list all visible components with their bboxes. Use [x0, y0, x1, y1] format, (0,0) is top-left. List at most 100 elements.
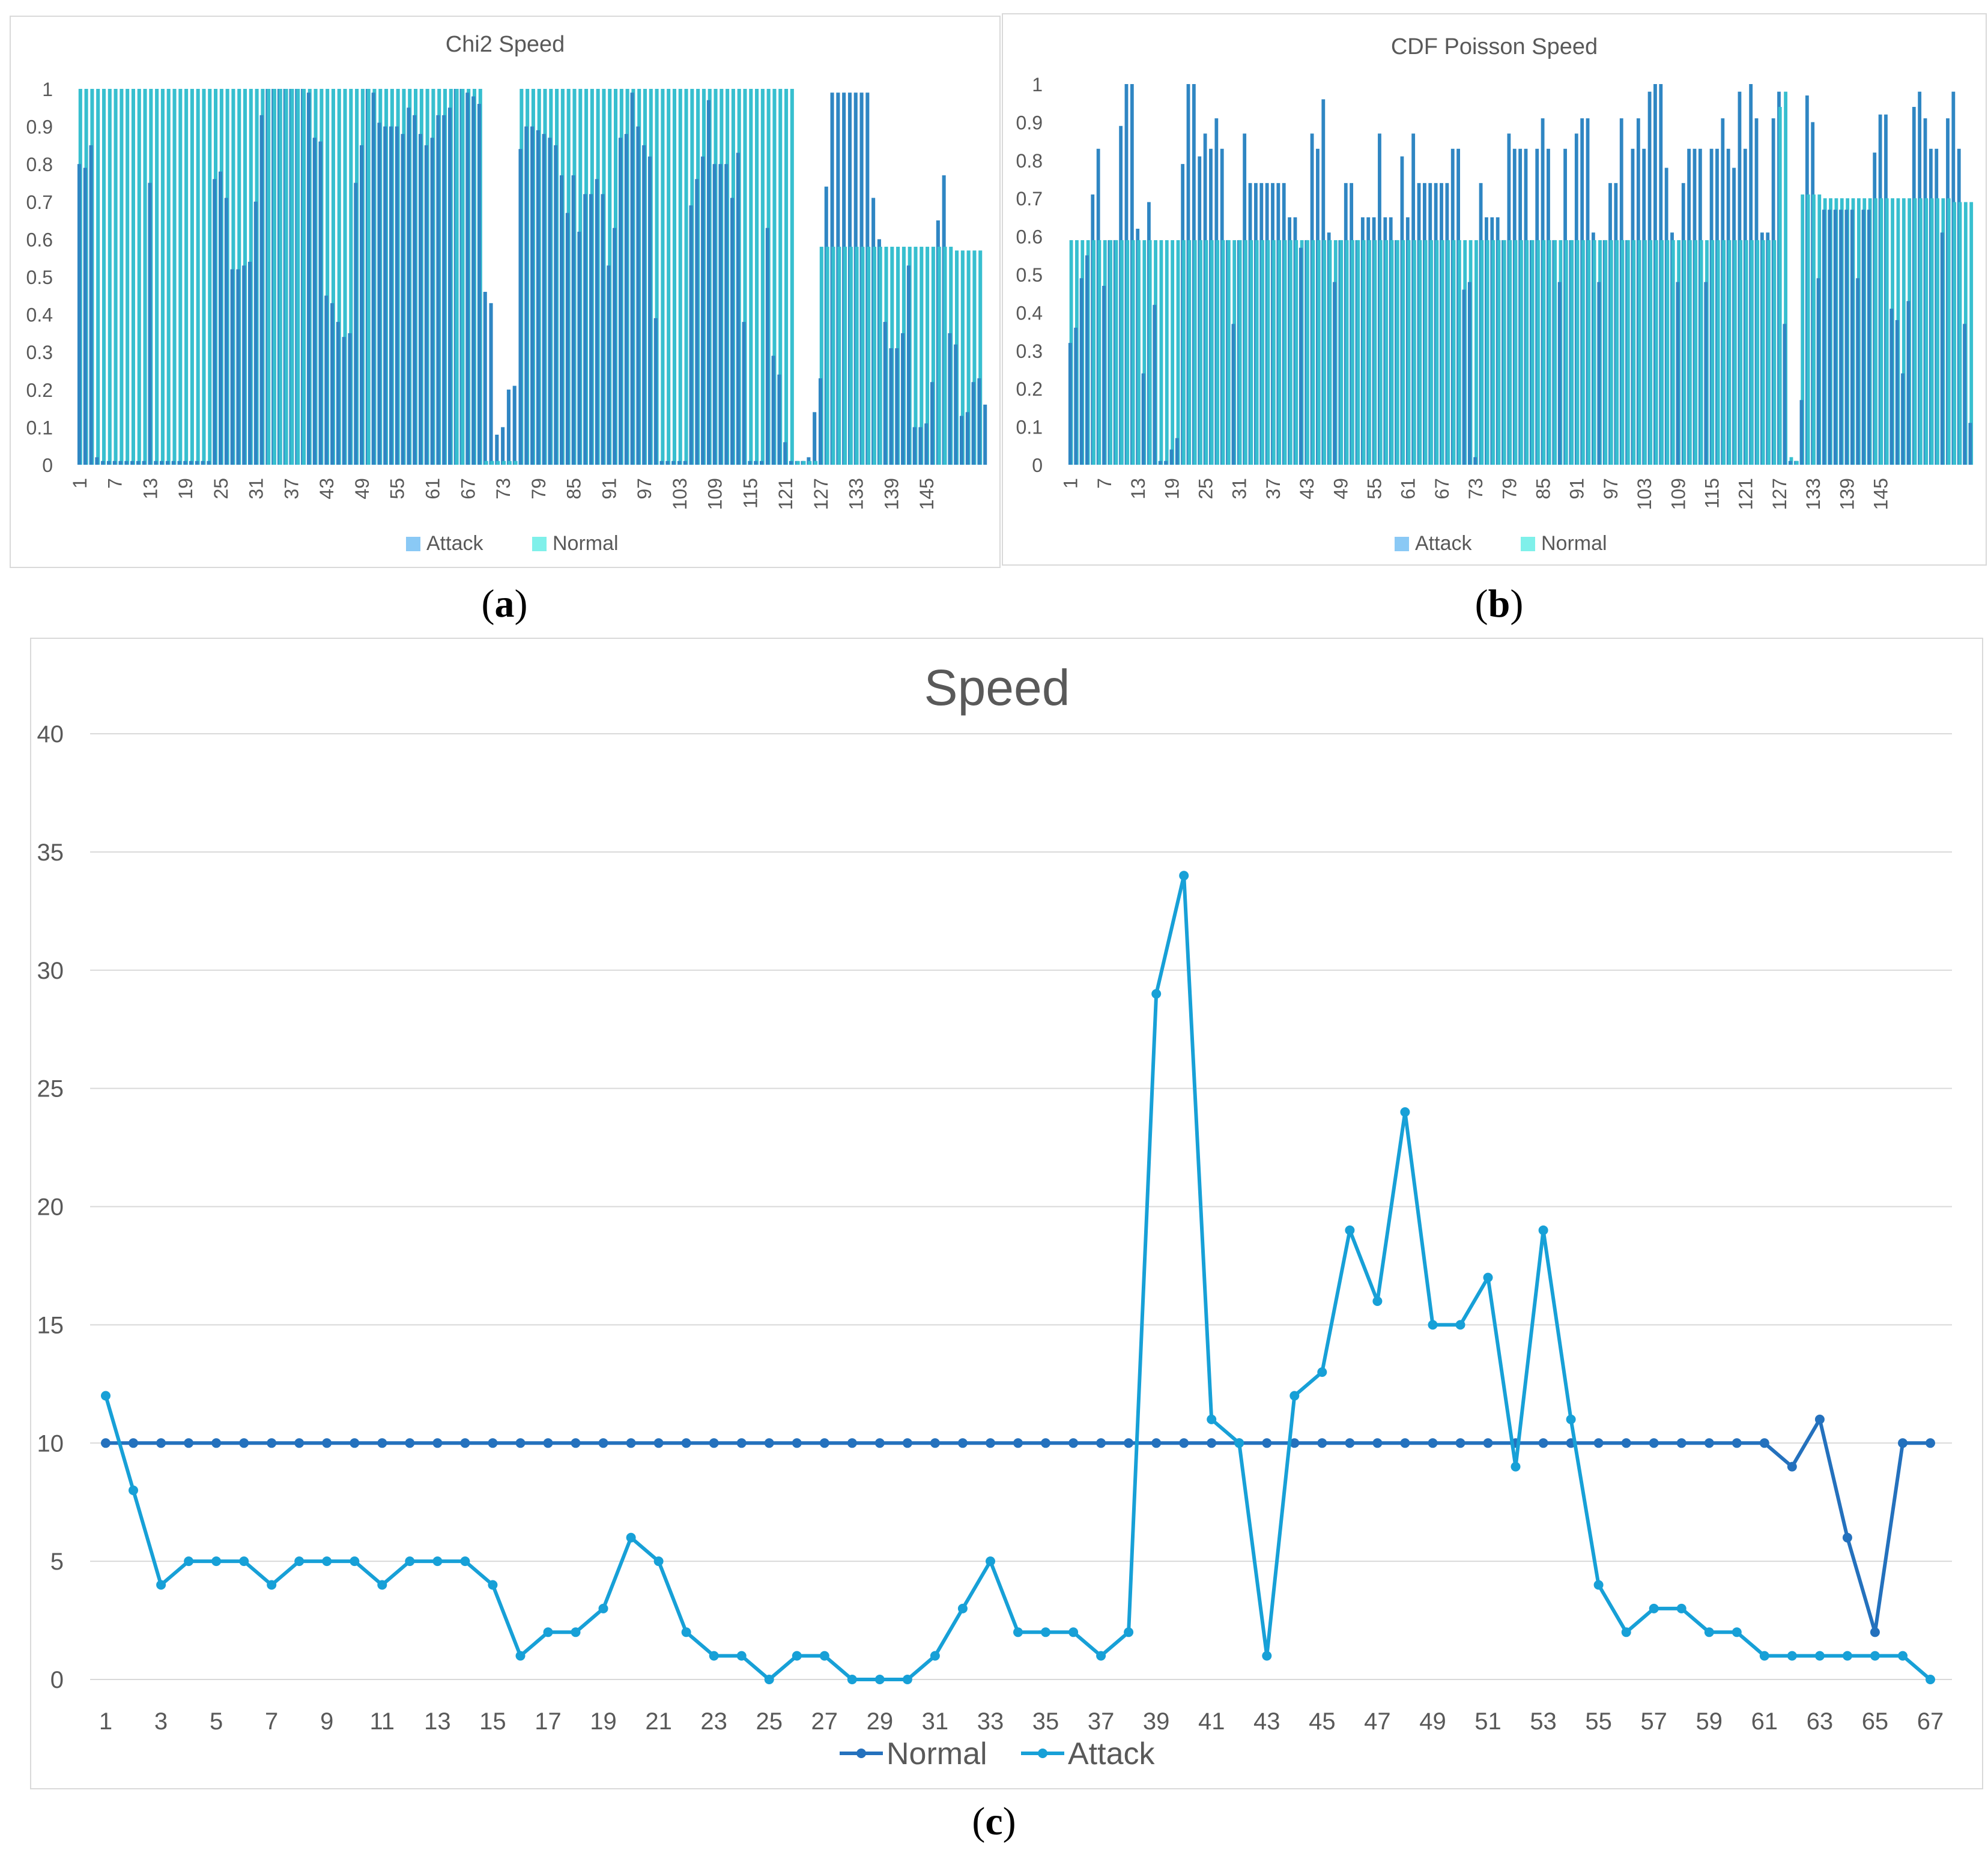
- bar-normal: [837, 246, 841, 465]
- bar-attack: [207, 461, 211, 465]
- bar-attack: [1906, 301, 1911, 465]
- x-tick-label: 55: [1364, 478, 1386, 500]
- bar-normal: [825, 246, 829, 465]
- bar-normal: [1575, 240, 1580, 465]
- bar-attack: [142, 461, 146, 465]
- point-attack: [1207, 1414, 1217, 1424]
- bar-normal: [1778, 107, 1782, 465]
- bar-normal: [1126, 240, 1130, 465]
- bar-attack: [259, 115, 264, 465]
- legend-label-normal: Normal: [886, 1737, 987, 1771]
- bar-normal: [1199, 240, 1202, 465]
- point-attack: [1400, 1107, 1410, 1117]
- point-attack: [1372, 1296, 1383, 1306]
- x-tick-label: 23: [700, 1708, 727, 1735]
- bar-normal: [326, 89, 330, 465]
- bar-attack: [318, 141, 323, 465]
- bar-normal: [1401, 240, 1405, 465]
- bar-normal: [1131, 240, 1135, 465]
- bar-normal: [1244, 240, 1247, 465]
- bar-attack: [571, 175, 575, 465]
- x-tick-label: 85: [1533, 478, 1554, 500]
- bar-normal: [1716, 240, 1720, 465]
- bar-normal: [284, 89, 288, 465]
- bar-normal: [1699, 240, 1703, 465]
- bar-normal: [808, 461, 812, 465]
- bar-normal: [331, 89, 335, 465]
- bar-attack: [718, 164, 723, 465]
- bar-attack: [83, 168, 87, 465]
- point-normal: [267, 1438, 277, 1448]
- bar-normal: [1930, 198, 1934, 465]
- point-attack: [1842, 1651, 1852, 1661]
- bar-attack: [1890, 309, 1894, 465]
- bar-normal: [1435, 240, 1439, 465]
- bar-normal: [1440, 240, 1444, 465]
- point-normal: [1317, 1438, 1327, 1448]
- bar-attack: [518, 149, 523, 465]
- bar-attack: [342, 337, 346, 465]
- bar-attack: [742, 322, 746, 465]
- bar-normal: [943, 246, 947, 465]
- caption-b: (b): [1474, 582, 1524, 626]
- point-attack: [515, 1651, 526, 1661]
- bar-normal: [1373, 240, 1377, 465]
- bar-attack: [653, 318, 658, 465]
- bar-attack: [1867, 210, 1871, 465]
- bar-attack: [130, 461, 135, 465]
- point-normal: [129, 1438, 138, 1448]
- bar-normal: [1947, 198, 1951, 465]
- y-tick-label: 15: [37, 1312, 64, 1338]
- x-tick-label: 79: [528, 478, 550, 500]
- bar-normal: [114, 89, 118, 465]
- x-tick-label: 133: [1802, 478, 1824, 510]
- bar-normal: [749, 89, 753, 465]
- bar-normal: [661, 89, 665, 465]
- bar-normal: [1446, 240, 1450, 465]
- bar-normal: [1587, 240, 1591, 465]
- bar-normal: [920, 246, 924, 465]
- bar-attack: [89, 145, 93, 465]
- point-attack: [432, 1556, 443, 1567]
- point-normal: [653, 1438, 664, 1448]
- bar-attack: [930, 382, 935, 465]
- point-attack: [792, 1651, 802, 1661]
- bar-normal: [1711, 240, 1715, 465]
- point-attack: [1068, 1627, 1079, 1637]
- bar-normal: [790, 89, 794, 465]
- legend-label-attack: Attack: [426, 532, 483, 555]
- bar-normal: [1092, 240, 1096, 465]
- bar-normal: [1508, 240, 1512, 465]
- bar-normal: [272, 89, 277, 465]
- x-tick-label: 19: [175, 478, 196, 500]
- chi2-speed-chart: Chi2 Speed00.10.20.30.40.50.60.70.80.911…: [10, 16, 1001, 568]
- bar-normal: [1480, 240, 1484, 465]
- bar-normal: [343, 89, 347, 465]
- legend-label-normal: Normal: [1541, 532, 1607, 555]
- point-normal: [184, 1438, 194, 1448]
- bar-attack: [77, 164, 82, 465]
- bar-normal: [1097, 240, 1102, 465]
- point-normal: [1870, 1627, 1880, 1637]
- bar-attack: [895, 348, 899, 465]
- bar-attack: [395, 126, 399, 465]
- bar-normal: [1249, 240, 1253, 465]
- bar-attack: [665, 461, 670, 465]
- x-tick-label: 1: [99, 1708, 112, 1735]
- x-tick-label: 115: [1702, 478, 1723, 509]
- bar-normal: [496, 461, 500, 465]
- bar-attack: [418, 134, 423, 465]
- legend-label-normal: Normal: [553, 532, 619, 555]
- bar-attack: [777, 374, 781, 465]
- bar-attack: [595, 179, 599, 465]
- point-normal: [1068, 1438, 1079, 1448]
- bar-attack: [971, 382, 975, 465]
- bar-normal: [1210, 240, 1214, 465]
- bar-normal: [1323, 240, 1326, 465]
- bar-attack: [1153, 304, 1157, 465]
- bar-normal: [196, 89, 200, 465]
- bar-attack: [354, 183, 358, 465]
- bar-normal: [1772, 240, 1777, 465]
- bar-attack: [165, 461, 169, 465]
- bar-attack: [1861, 210, 1865, 465]
